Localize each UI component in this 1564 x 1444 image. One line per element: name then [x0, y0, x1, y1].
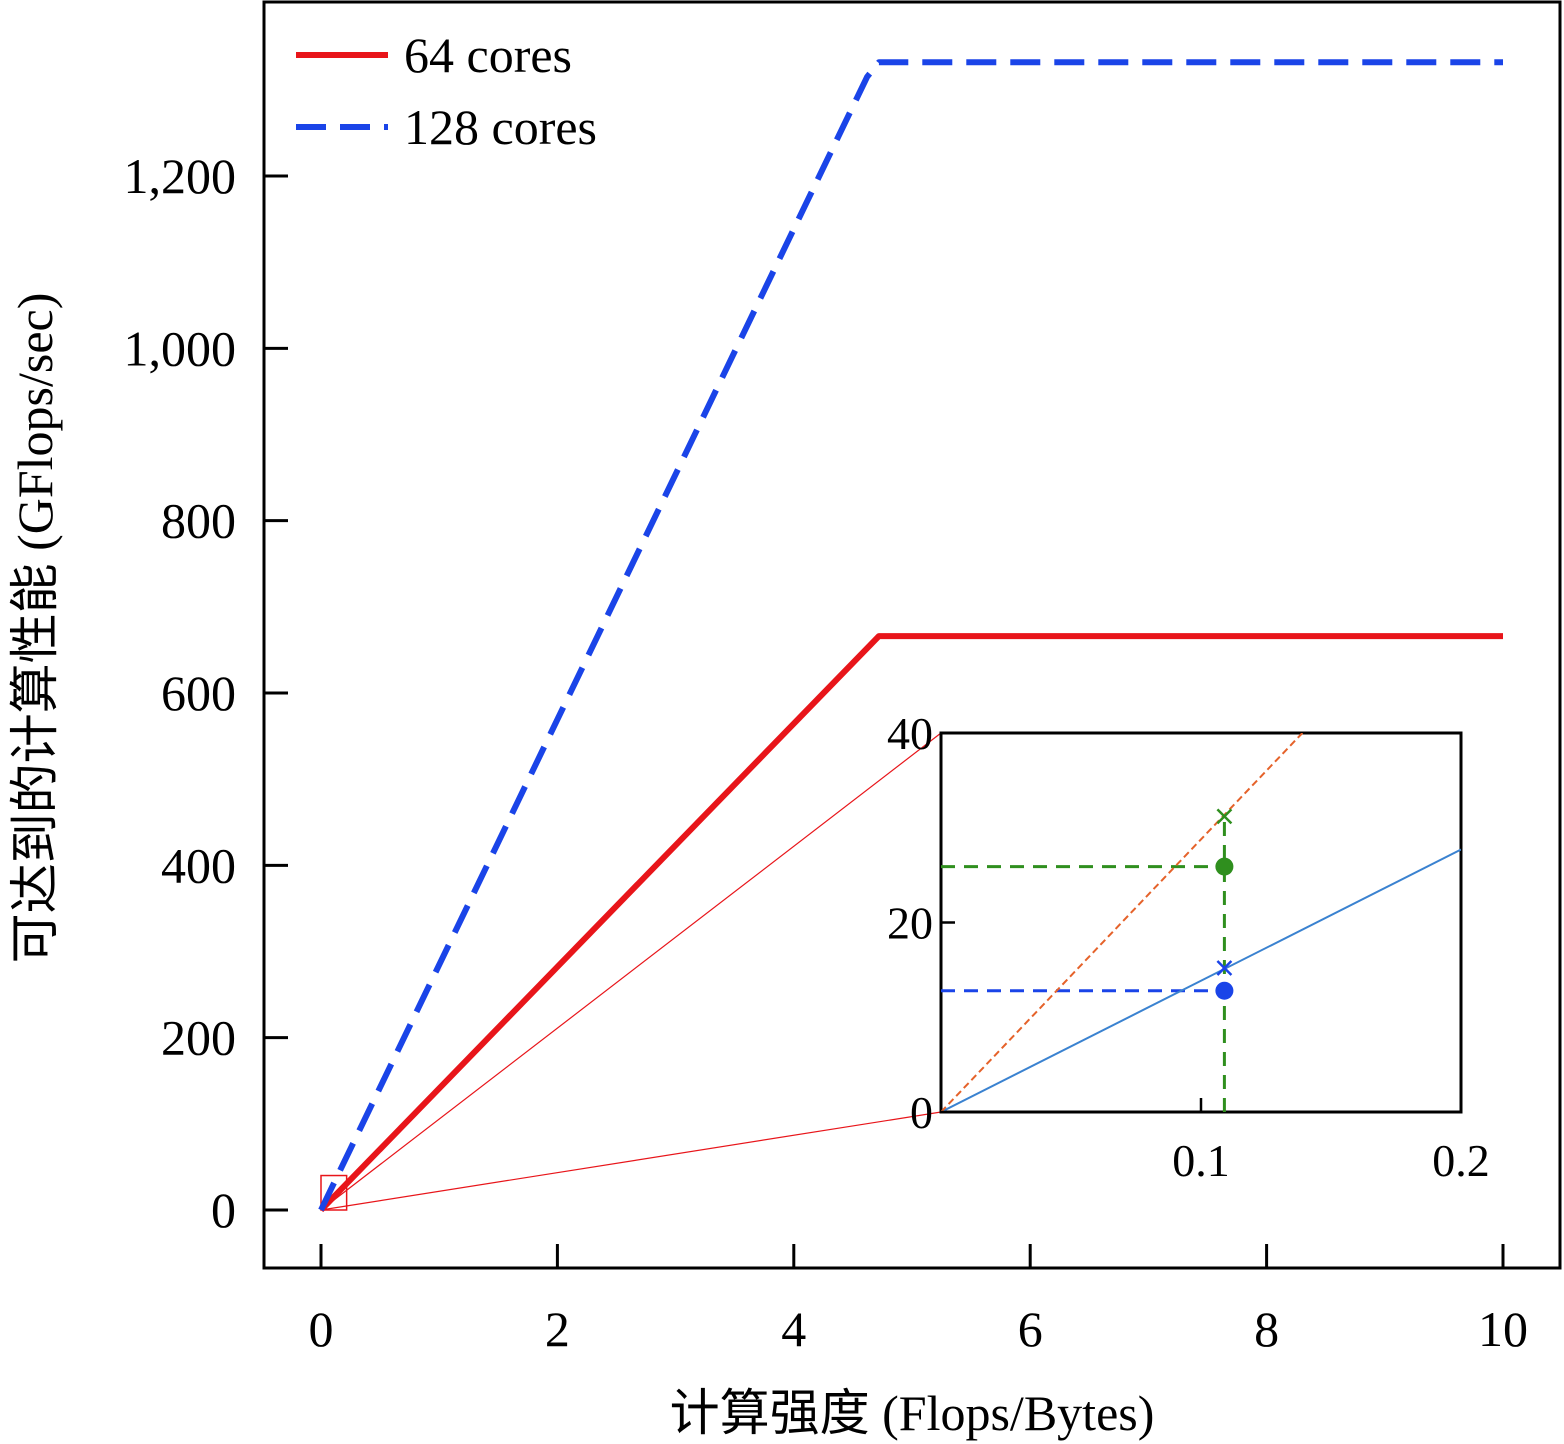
legend: 64 cores 128 cores	[296, 27, 597, 155]
zoom-connector-line	[320, 732, 942, 1211]
inset-chart: 0.1 0.2 0 20 40	[887, 708, 1490, 1186]
inset-marker-circle	[1215, 857, 1234, 876]
y-tick-label: 400	[161, 837, 236, 893]
x-tick-label: 10	[1478, 1301, 1528, 1357]
series-lines	[318, 59, 1503, 1213]
inset-y-tick-label: 0	[910, 1087, 933, 1138]
inset-plot-area	[941, 733, 1461, 1112]
inset-marker-x	[1216, 808, 1233, 825]
series-line	[318, 59, 1503, 1212]
y-axis-label: 可达到的计算性能 (GFlops/sec)	[7, 293, 63, 964]
y-tick-label: 0	[211, 1182, 236, 1238]
y-tick-label: 1,000	[124, 320, 237, 376]
x-tick-label: 2	[545, 1301, 570, 1357]
zoom-indicator	[320, 732, 942, 1211]
inset-y-tick-label: 20	[887, 898, 933, 949]
y-tick-label: 200	[161, 1010, 236, 1066]
y-tick-label: 800	[161, 493, 236, 549]
inset-frame	[939, 731, 1463, 1114]
inset-line	[941, 848, 1461, 1112]
inset-x-tick-label: 0.2	[1432, 1135, 1490, 1186]
x-axis-label: 计算强度 (Flops/Bytes)	[670, 1385, 1155, 1441]
inset-marker-circle	[1215, 981, 1234, 1000]
zoom-box	[320, 1174, 348, 1211]
inset-x-tick-label: 0.1	[1172, 1135, 1230, 1186]
inset-marker-x	[1216, 960, 1233, 976]
x-tick-label: 8	[1254, 1301, 1279, 1357]
legend-label: 64 cores	[404, 27, 572, 83]
x-tick-label: 4	[781, 1301, 806, 1357]
x-tick-label: 6	[1018, 1301, 1043, 1357]
zoom-connector-line	[320, 1111, 942, 1211]
x-tick-label: 0	[309, 1301, 334, 1357]
y-tick-label: 600	[161, 665, 236, 721]
y-tick-label: 1,200	[124, 148, 237, 204]
inset-y-tick-label: 40	[887, 708, 933, 759]
plot-frame	[262, 0, 1562, 1270]
legend-label: 128 cores	[404, 99, 597, 155]
series-line	[318, 633, 1503, 1213]
